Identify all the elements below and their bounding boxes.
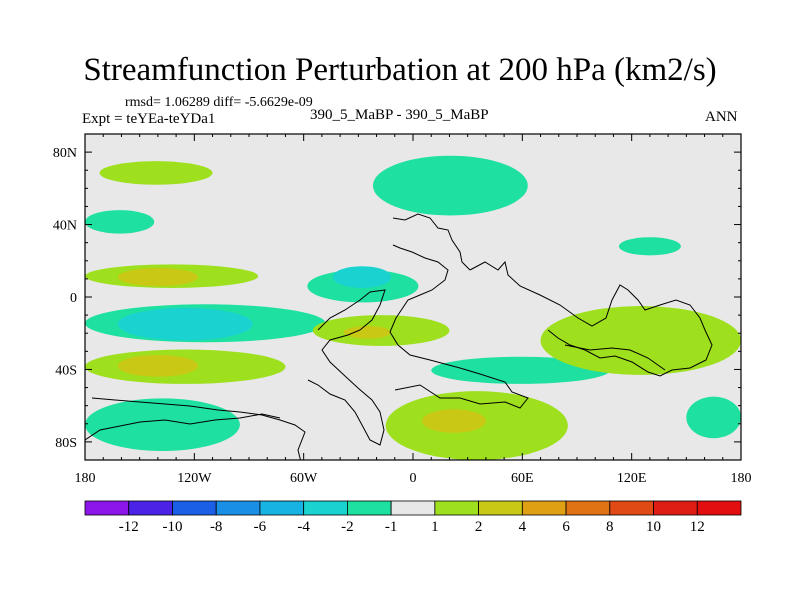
colorbar-swatch <box>434 500 480 516</box>
colorbar-label: 1 <box>431 519 439 535</box>
x-tick-label: 60W <box>290 471 318 486</box>
y-tick-label: 0 <box>70 291 77 306</box>
colorbar-swatch <box>653 500 698 516</box>
contour-field <box>85 134 741 460</box>
blob-N-mid-lat-positive-west <box>99 161 213 185</box>
y-tick-label: 80N <box>53 146 77 161</box>
colorbar-swatch <box>521 500 567 516</box>
x-axis: 180 120W 60W 0 60E 120E 180 <box>75 134 752 486</box>
colorbar: -12 -10 -8 -6 -4 -2 -1 1 2 4 6 8 10 12 <box>84 500 742 535</box>
blob-N-subtropics-negative-west <box>85 210 155 234</box>
colorbar-label: -1 <box>385 519 398 535</box>
colorbar-label: 2 <box>475 519 483 535</box>
colorbar-swatch <box>84 500 130 516</box>
colorbar-label: -2 <box>341 519 354 535</box>
colorbar-label: -6 <box>254 519 267 535</box>
colorbar-label: 8 <box>606 519 614 535</box>
colorbar-swatch <box>565 500 611 516</box>
colorbar-swatch <box>609 500 654 516</box>
blob-core-N-tropics-positive-dateline <box>117 268 198 287</box>
blob-core-Equator-positive-atlantic <box>343 325 392 339</box>
colorbar-label: 10 <box>646 519 661 535</box>
africa-coastline <box>389 244 529 409</box>
rmsd-diff-stats: rmsd= 1.06289 diff= -5.6629e-09 <box>125 95 313 110</box>
colorbar-label: 12 <box>690 519 705 535</box>
y-tick-label: 40N <box>53 219 77 234</box>
colorbar-swatch <box>390 500 436 516</box>
blob-N-subtropics-negative-pacific <box>618 237 681 256</box>
colorbar-swatch <box>259 500 305 516</box>
season-label: ANN <box>705 109 738 125</box>
blob-N-subtropics-negative-africa <box>372 155 528 216</box>
maritime-continent-coastline <box>564 344 666 371</box>
blob-core-Equator-negative-band <box>117 307 253 341</box>
blob-S-mid-lat-negative-west <box>85 398 240 451</box>
blob-Indian-positive-band <box>540 306 741 375</box>
colorbar-swatch <box>128 500 173 516</box>
y-tick-label: 80S <box>55 436 77 451</box>
x-tick-label: 120E <box>617 471 647 486</box>
x-tick-label: 0 <box>410 471 417 486</box>
colorbar-swatch <box>346 500 392 516</box>
experiment-label: Expt = teYEa-teYDa1 <box>82 111 216 127</box>
south-america-coastline <box>307 289 386 446</box>
europe-coastline <box>392 213 471 271</box>
antarctica-coastline <box>85 413 281 441</box>
colorbar-label: -12 <box>119 519 139 535</box>
colorbar-swatch <box>172 500 217 516</box>
colorbar-label: 4 <box>519 519 527 535</box>
colorbar-swatch <box>215 500 261 516</box>
colorbar-label: 6 <box>562 519 570 535</box>
blob-core-S-tropics-positive-band <box>117 354 198 377</box>
blob-S-tropics-negative-indian <box>431 356 610 384</box>
coastlines <box>85 213 713 460</box>
case-label: 390_5_MaBP - 390_5_MaBP <box>310 107 489 123</box>
y-tick-label: 40S <box>55 363 77 378</box>
colorbar-swatch <box>696 500 742 516</box>
x-tick-label: 60E <box>511 471 534 486</box>
north-america-coastline <box>91 397 306 460</box>
x-tick-label: 180 <box>731 471 752 486</box>
chart-title: Streamfunction Perturbation at 200 hPa (… <box>83 52 717 88</box>
y-axis: 80N 40N 0 40S 80S <box>53 146 741 451</box>
blob-core-S-mid-lat-positive-atlantic <box>422 409 486 433</box>
colorbar-label: -8 <box>210 519 223 535</box>
asia-coastline <box>469 260 713 377</box>
colorbar-swatch <box>478 500 523 516</box>
blob-core-N-tropics-negative-central <box>332 266 392 288</box>
blob-S-mid-lat-negative-pacific <box>686 396 741 439</box>
colorbar-label: -10 <box>162 519 182 535</box>
x-tick-label: 120W <box>177 471 212 486</box>
x-tick-label: 180 <box>75 471 96 486</box>
colorbar-swatch <box>303 500 348 516</box>
colorbar-label: -4 <box>297 519 310 535</box>
